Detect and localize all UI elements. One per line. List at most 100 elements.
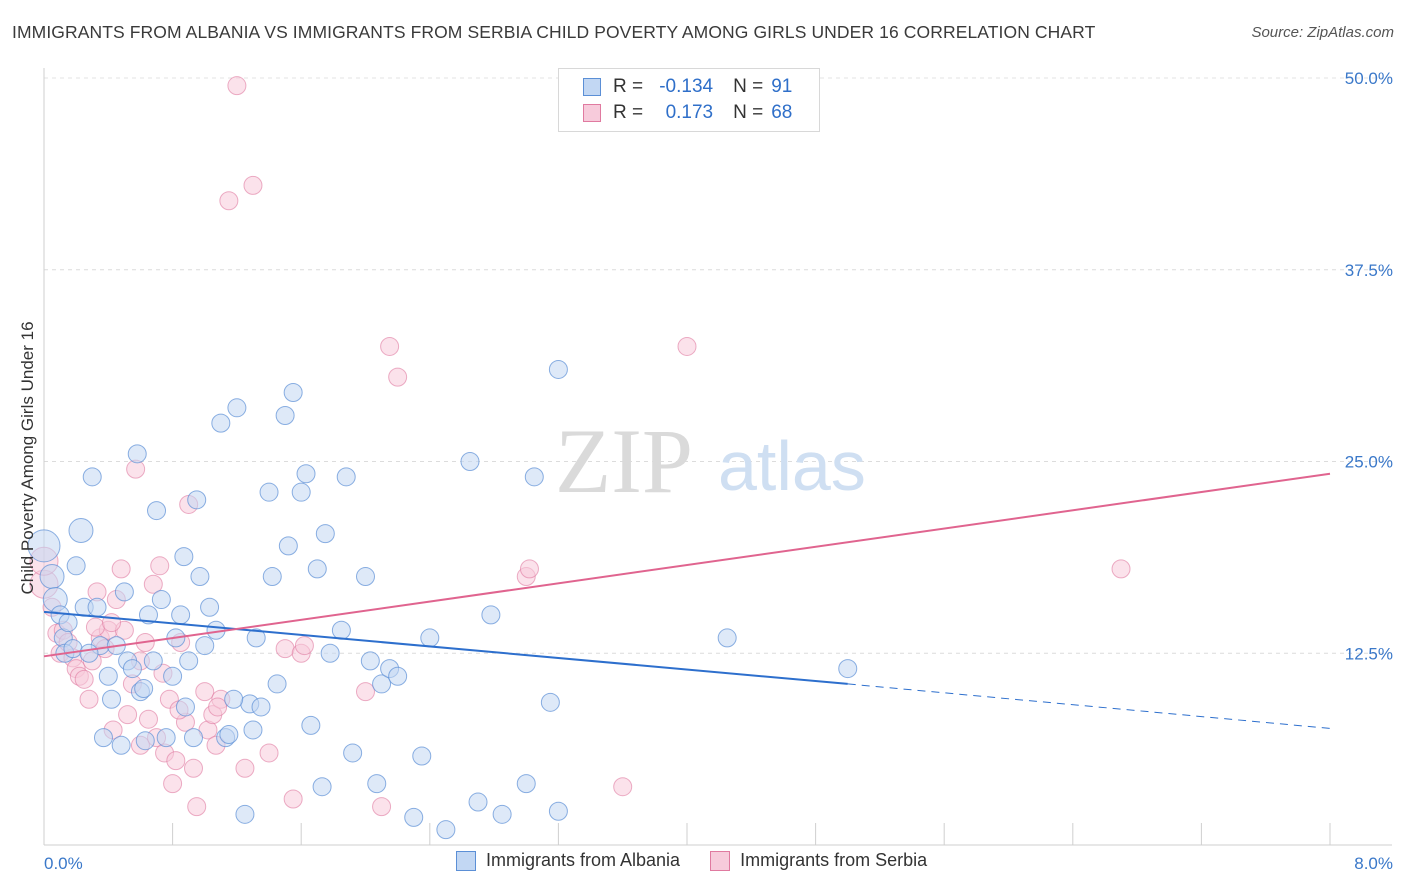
y-tick-label-1: 25.0%	[1345, 453, 1393, 472]
albania-point-67	[367, 774, 387, 794]
serbia-point-11	[79, 689, 99, 709]
albania-point-78	[492, 804, 512, 824]
albania-point-50	[262, 567, 282, 587]
albania-point-8	[68, 518, 94, 544]
serbia-swatch	[583, 104, 601, 122]
albania-point-74	[436, 820, 456, 840]
albania-point-88	[134, 679, 154, 699]
serbia-point-54	[380, 336, 400, 356]
n-value-albania: 91	[771, 76, 793, 97]
albania-point-60	[315, 524, 335, 544]
albania-point-0	[27, 529, 61, 563]
albania-point-57	[301, 715, 321, 735]
series-legend: Immigrants from Albania Immigrants from …	[456, 850, 957, 871]
albania-point-42	[219, 725, 239, 745]
serbia-point-60	[1111, 559, 1131, 579]
albania-point-55	[291, 482, 311, 502]
serbia-legend-swatch	[710, 850, 731, 871]
albania-point-44	[235, 804, 255, 824]
serbia-point-39	[195, 682, 215, 702]
albania-point-13	[93, 728, 113, 748]
albania-point-14	[98, 666, 118, 686]
serbia-point-32	[163, 774, 183, 794]
y-tick-label-3: 50.0%	[1345, 69, 1393, 88]
albania-point-52	[275, 405, 295, 425]
albania-point-85	[838, 659, 858, 679]
albania-swatch	[583, 78, 601, 96]
axes	[43, 68, 1392, 846]
albania-point-6	[58, 613, 78, 633]
albania-point-79	[516, 774, 536, 794]
albania-point-48	[251, 697, 271, 717]
serbia-point-51	[294, 636, 314, 656]
albania-point-17	[111, 735, 131, 755]
watermark: ZIP atlas	[555, 410, 866, 512]
serbia-point-49	[283, 789, 303, 809]
albania-point-51	[267, 674, 287, 694]
watermark-zip: ZIP	[555, 410, 693, 512]
albania-point-32	[174, 547, 194, 567]
y-tick-label-0: 12.5%	[1345, 644, 1393, 663]
albania-point-63	[336, 467, 356, 487]
serbia-point-55	[388, 367, 408, 387]
albania-point-18	[114, 582, 134, 602]
chart-title: IMMIGRANTS FROM ALBANIA VS IMMIGRANTS FR…	[12, 22, 1096, 42]
albania-point-73	[420, 628, 440, 648]
albania-point-62	[331, 620, 351, 640]
grid-lines	[44, 77, 1392, 654]
serbia-point-47	[259, 743, 279, 763]
x-tick-label-1: 8.0%	[1354, 854, 1393, 873]
r-label-2: R =	[613, 102, 644, 123]
albania-point-20	[122, 659, 142, 679]
albania-point-64	[343, 743, 363, 763]
serbia-point-58	[613, 777, 633, 797]
serbia-trend-line	[43, 472, 1331, 658]
legend-item-serbia: Immigrants from Serbia	[710, 850, 927, 871]
albania-point-87	[79, 643, 99, 663]
albania-point-38	[200, 597, 220, 617]
n-value-serbia: 68	[771, 102, 793, 123]
albania-point-70	[388, 666, 408, 686]
serbia-point-44	[219, 191, 239, 211]
serbia-point-59	[677, 336, 697, 356]
source-label: Source: ZipAtlas.com	[1251, 24, 1394, 41]
albania-point-23	[135, 731, 155, 751]
albania-point-25	[143, 651, 163, 671]
serbia-point-10	[74, 669, 94, 689]
albania-point-72	[412, 746, 432, 766]
albania-point-80	[524, 467, 544, 487]
albania-point-34	[183, 728, 203, 748]
albania-point-40	[211, 413, 231, 433]
albania-point-61	[320, 643, 340, 663]
albania-trend-extension	[847, 683, 1331, 729]
albania-point-47	[246, 628, 266, 648]
albania-point-58	[307, 559, 327, 579]
legend-item-albania: Immigrants from Albania	[456, 850, 680, 871]
albania-point-11	[87, 597, 107, 617]
serbia-point-37	[183, 758, 203, 778]
albania-legend-label: Immigrants from Albania	[486, 850, 681, 870]
albania-point-24	[138, 605, 158, 625]
albania-point-1	[39, 564, 65, 590]
albania-point-7	[66, 556, 86, 576]
serbia-point-46	[243, 175, 263, 195]
albania-point-54	[283, 382, 303, 402]
albania-point-81	[540, 692, 560, 712]
serbia-point-33	[166, 751, 186, 771]
albania-point-65	[356, 567, 375, 587]
albania-point-86	[63, 639, 83, 659]
albania-point-66	[360, 651, 380, 671]
albania-point-84	[717, 628, 737, 648]
serbia-point-38	[187, 797, 207, 817]
albania-point-29	[163, 666, 183, 686]
serbia-point-67	[235, 758, 255, 778]
serbia-point-29	[150, 556, 170, 576]
albania-legend-swatch	[456, 850, 476, 871]
albania-point-49	[259, 482, 279, 502]
serbia-point-27	[143, 574, 163, 594]
serbia-point-45	[227, 76, 247, 96]
albania-point-27	[151, 590, 171, 610]
albania-point-26	[147, 501, 167, 521]
serbia-point-19	[111, 559, 131, 579]
